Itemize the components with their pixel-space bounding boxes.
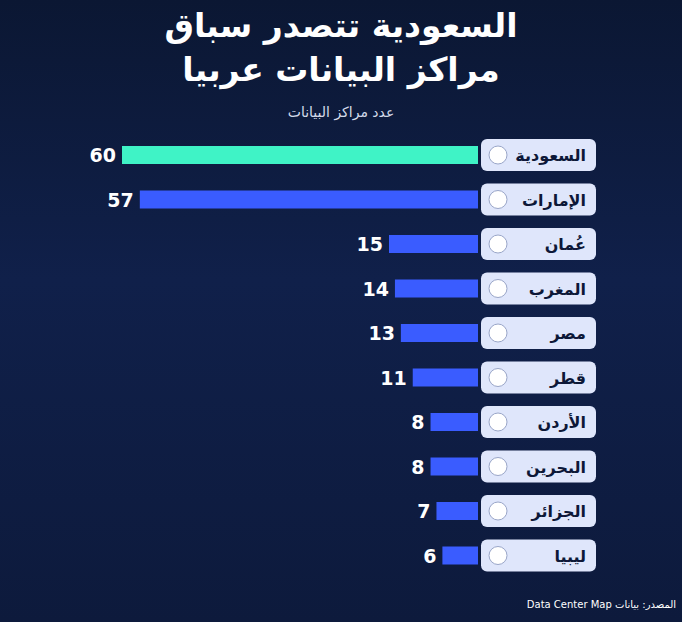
flag bbox=[489, 413, 507, 431]
bar bbox=[140, 191, 478, 209]
label-box bbox=[481, 406, 596, 438]
source: المصدر: بيانات Data Center Map bbox=[527, 599, 676, 610]
flag bbox=[489, 369, 507, 387]
label-box bbox=[481, 228, 596, 260]
data-label: 13 bbox=[368, 322, 394, 344]
label-box bbox=[481, 362, 596, 394]
flag bbox=[489, 324, 507, 342]
label-box bbox=[481, 139, 596, 171]
label-box bbox=[481, 540, 596, 572]
data-label: 15 bbox=[357, 233, 383, 255]
data-label: 11 bbox=[380, 367, 406, 389]
bar bbox=[413, 369, 478, 387]
data-label: 6 bbox=[423, 545, 436, 567]
data-label: 8 bbox=[411, 411, 424, 433]
category-label: الإمارات bbox=[522, 191, 586, 210]
chart: السعودية 60 الإمارات 57 عُمان 15 المغرب 14 مصر 13… bbox=[0, 0, 682, 622]
data-label: 14 bbox=[362, 278, 388, 300]
category-label: الجزائر bbox=[531, 502, 586, 521]
bar bbox=[401, 324, 478, 342]
bar bbox=[431, 413, 478, 431]
label-box bbox=[481, 451, 596, 483]
category-label: السعودية bbox=[515, 146, 586, 165]
category-label: ليبيا bbox=[554, 547, 586, 566]
category-label: البحرين bbox=[526, 458, 586, 477]
data-label: 8 bbox=[411, 456, 424, 478]
data-label: 60 bbox=[90, 144, 116, 166]
bars bbox=[122, 146, 478, 565]
title: السعودية تتصدر سباق مراكز البيانات عربيا bbox=[126, 4, 556, 92]
label-box bbox=[481, 495, 596, 527]
category-label: عُمان bbox=[545, 235, 586, 254]
flag bbox=[489, 502, 507, 520]
category-label: المغرب bbox=[529, 280, 586, 299]
subtitle: عدد مراكز البيانات bbox=[0, 104, 682, 120]
data-label: 57 bbox=[107, 189, 133, 211]
label-box bbox=[481, 317, 596, 349]
bar bbox=[436, 502, 478, 520]
flag bbox=[489, 280, 507, 298]
label-box bbox=[481, 273, 596, 305]
label-box bbox=[481, 184, 596, 216]
flag bbox=[489, 191, 507, 209]
bar bbox=[122, 146, 478, 164]
flag bbox=[489, 235, 507, 253]
category-label: قطر bbox=[549, 369, 586, 388]
bar bbox=[395, 280, 478, 298]
bar bbox=[431, 458, 478, 476]
data-label: 7 bbox=[417, 500, 430, 522]
category-label: مصر bbox=[549, 324, 586, 343]
bar bbox=[442, 547, 478, 565]
category-label: الأردن bbox=[538, 413, 586, 432]
flag bbox=[489, 547, 507, 565]
flag bbox=[489, 458, 507, 476]
bar bbox=[389, 235, 478, 253]
flag bbox=[489, 146, 507, 164]
